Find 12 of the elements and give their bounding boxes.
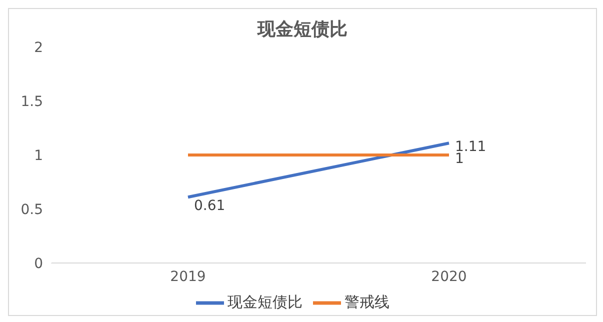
- y-tick-label: 0: [34, 256, 43, 272]
- chart-title: 现金短债比: [256, 18, 348, 41]
- x-tick-label: 2019: [170, 268, 206, 285]
- y-tick-label: 2: [34, 40, 43, 56]
- legend-label: 警戒线: [344, 293, 390, 312]
- y-tick-label: 1: [34, 148, 43, 164]
- data-label: 1: [455, 150, 464, 167]
- x-tick-label: 2020: [431, 268, 467, 285]
- y-tick-label: 1.5: [20, 94, 43, 110]
- y-tick-label: 0.5: [20, 202, 43, 218]
- legend-label: 现金短债比: [228, 293, 302, 312]
- data-label: 0.61: [194, 198, 226, 214]
